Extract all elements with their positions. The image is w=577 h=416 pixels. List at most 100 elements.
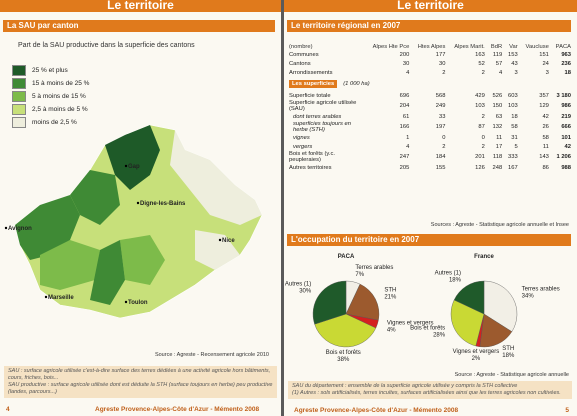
cell: 43 [511, 60, 518, 67]
legend-label: 15 à moins de 25 % [32, 80, 90, 87]
footer: Agreste Provence-Alpes-Côte d'Azur - Mém… [95, 406, 260, 413]
cell: 204 [399, 103, 410, 109]
slice-label: Bois et forêts [410, 325, 445, 331]
column-header: Alpes Marit. [454, 44, 485, 50]
legend-item: moins de 2,5 % [12, 116, 89, 129]
slice-value: 2% [472, 356, 481, 362]
row-label: dont terres arables [293, 113, 342, 120]
cell: 129 [539, 103, 549, 109]
cell: 87 [478, 124, 485, 130]
cell: 42 [542, 113, 549, 120]
cell: 200 [399, 51, 410, 58]
cell: 247 [399, 154, 410, 160]
place-label: Gap [128, 164, 140, 170]
cell: 666 [561, 124, 571, 130]
cell: 357 [539, 92, 549, 99]
page-header: Le territoire [0, 0, 281, 12]
legend-swatch [12, 104, 26, 115]
cell: 11 [496, 134, 503, 141]
cell: 166 [399, 124, 410, 130]
page-number: 4 [6, 406, 10, 413]
cell: 248 [492, 164, 503, 171]
column-header: Var [509, 44, 518, 50]
cell: 24 [542, 60, 549, 67]
cell: 163 [475, 51, 485, 58]
cell: 696 [399, 92, 410, 99]
table-row: Autres territoires 205 155 126 248 167 86 988 [287, 163, 573, 172]
table-row: Bois et forêts (y.c. peupleraies) 247 184 2… [287, 151, 573, 163]
cell: 988 [561, 164, 571, 171]
cell: 18 [511, 113, 518, 120]
row-label: Cantons [289, 60, 311, 67]
cell: 205 [399, 164, 410, 171]
cell: 103 [508, 103, 518, 109]
pie-source: Source : Agreste - Statistique agricole … [454, 372, 569, 378]
table-row: dont terres arables 61 33 2 63 18 42 219 [287, 112, 573, 121]
place-label: Marseille [48, 295, 74, 301]
slice-label: STH [502, 346, 514, 352]
cell: 58 [511, 124, 518, 130]
cell: 126 [475, 164, 485, 171]
column-header: BdR [490, 44, 503, 50]
legend-swatch [12, 78, 26, 89]
row-label: superficies toujours en herbe (STH) [293, 121, 352, 133]
cell: 118 [492, 154, 503, 160]
cell: 4 [498, 69, 503, 76]
note: (1) Autres : sols artificialisés, terres… [292, 390, 561, 396]
cell: 155 [435, 164, 446, 171]
legend-item: 25 % et plus [12, 64, 89, 77]
place-dot [218, 238, 222, 242]
place-dot [124, 300, 128, 304]
cell: 333 [508, 154, 518, 160]
slice-value: 28% [433, 332, 446, 338]
cell: 0 [442, 134, 446, 141]
cell: 150 [492, 103, 503, 109]
row-label: vignes [293, 134, 310, 141]
slice-label: Terres arables [355, 265, 393, 271]
cell: 184 [435, 154, 446, 160]
table-row: Arrondissements 4 2 2 4 3 3 18 [287, 68, 573, 77]
table-source: Sources : Agreste - Statistique agricole… [430, 222, 569, 228]
cell: 26 [542, 124, 549, 130]
canton [40, 240, 100, 290]
cell: 249 [435, 103, 446, 109]
section-unit: (1 000 ha) [343, 81, 370, 87]
table-row: vergers 4 2 2 17 5 11 42 [287, 142, 573, 151]
place-dot [136, 201, 140, 205]
column-header: Vaucluse [525, 44, 549, 50]
column-header: Alpes Hte Pce [372, 44, 410, 50]
page-header: Le territoire [284, 0, 577, 12]
cell: 101 [561, 134, 571, 141]
legend-label: 5 à moins de 15 % [32, 93, 86, 100]
cell: 61 [402, 113, 410, 120]
cell: 31 [511, 134, 518, 141]
slice-value: 7% [355, 272, 364, 278]
table-row: Superficie totale 696 568 429 526 603 357 3 180 [287, 91, 573, 100]
slice-value: 18% [502, 353, 515, 359]
legend-label: moins de 2,5 % [32, 119, 77, 126]
cell: 201 [475, 154, 485, 160]
legend-item: 5 à moins de 15 % [12, 90, 89, 103]
table-row: vignes 1 0 0 11 31 58 101 [287, 133, 573, 142]
right-page: Le territoire Le territoire régional en … [284, 0, 577, 416]
note: SAU productive : surface agricole utilis… [8, 382, 273, 395]
map-source: Source : Agreste - Recensement agricole … [154, 352, 269, 358]
section-title: Les superficies [289, 80, 338, 88]
place-label: Nice [222, 238, 235, 244]
cell: 568 [435, 92, 446, 99]
column-header: Htes Alpes [417, 44, 446, 50]
slice-label: Autres (1) [285, 282, 311, 288]
place-label: Avignon [8, 226, 32, 232]
cell: 58 [542, 134, 549, 141]
table-row: Cantons 30 30 52 57 43 24 236 [287, 59, 573, 68]
legend-swatch [12, 65, 26, 76]
cell: 197 [435, 124, 446, 130]
cell: 1 [406, 134, 410, 141]
cell: 986 [561, 103, 571, 109]
slice-label: Vignes et vergers [387, 320, 434, 326]
legend-swatch [12, 117, 26, 128]
left-page: Le territoire La SAU par canton Part de … [0, 0, 281, 416]
cell: 219 [561, 113, 571, 120]
